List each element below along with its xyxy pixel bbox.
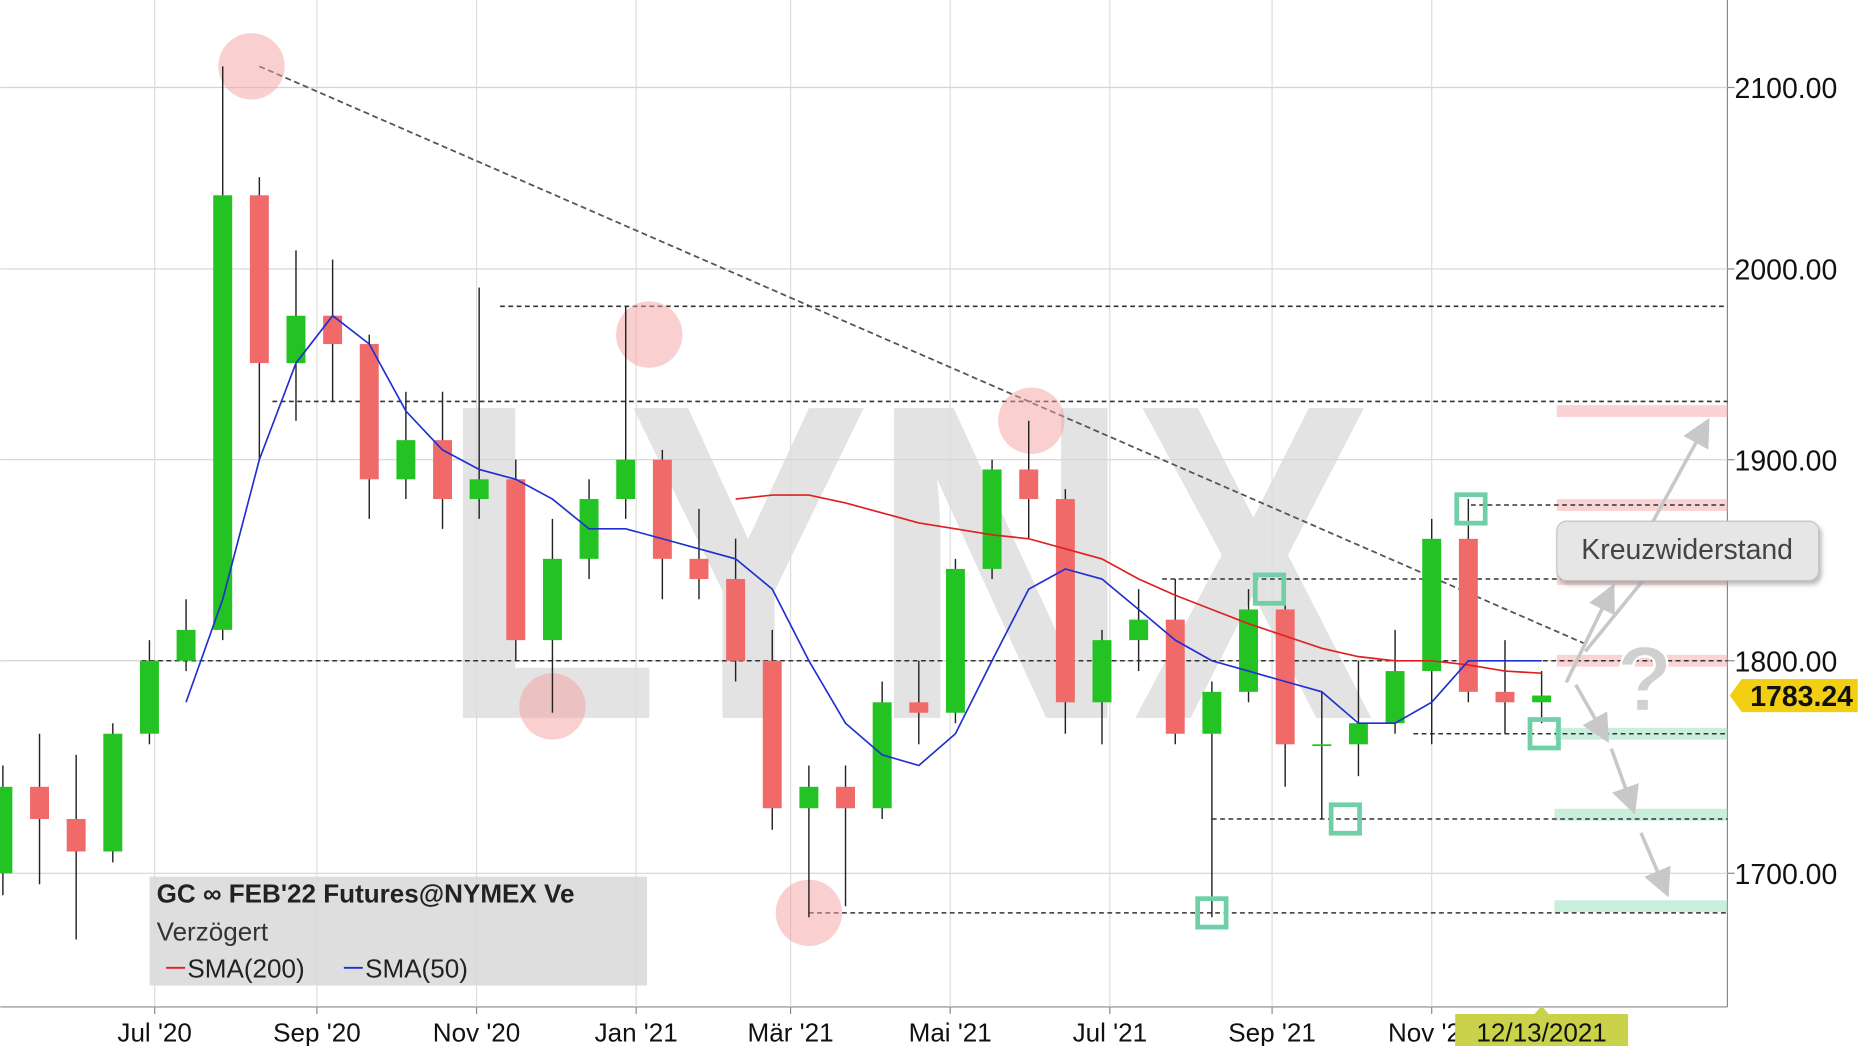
candle-body <box>1422 538 1442 672</box>
watermark: LYNX <box>439 312 1377 814</box>
candle-body <box>1092 640 1112 703</box>
legend-label: SMA(200) <box>187 953 304 983</box>
highlight-square <box>1454 492 1488 526</box>
cursor-pointer <box>1534 1005 1549 1015</box>
grid-layer <box>0 0 1735 1015</box>
arrow <box>1564 583 1615 684</box>
x-tick-label: Nov '20 <box>433 1017 521 1046</box>
candle-body <box>836 786 856 809</box>
x-tick-label: Jan '21 <box>595 1017 678 1046</box>
candle-body <box>359 344 379 480</box>
cursor-label: 12/13/2021 <box>1476 1017 1606 1046</box>
question-mark: ? <box>1616 627 1672 731</box>
candle-body <box>1165 619 1185 734</box>
y-tick-label: 2000.00 <box>1735 255 1838 287</box>
candle-body <box>1129 619 1149 641</box>
candle-body <box>1019 469 1039 500</box>
candle-body <box>286 315 306 364</box>
candle-body <box>433 440 453 500</box>
y-tick-label: 1800.00 <box>1735 646 1838 678</box>
candle-body <box>1495 691 1515 703</box>
candle-body <box>469 479 489 500</box>
y-tick-label: 1900.00 <box>1735 445 1838 477</box>
resistance-zone <box>1556 499 1728 511</box>
highlight-square <box>1527 717 1561 751</box>
candle-body <box>139 660 159 734</box>
candle-body <box>1055 499 1075 703</box>
price-tag-label: 1783.24 <box>1750 681 1853 713</box>
x-tick-label: Sep '21 <box>1228 1017 1316 1046</box>
price-tag <box>1729 678 1858 713</box>
candle-body <box>1239 609 1259 692</box>
candle-body <box>30 786 50 820</box>
candle-body <box>249 195 269 364</box>
callout-box <box>1556 520 1820 582</box>
callout-pointer <box>1583 574 1649 653</box>
arrow <box>1609 748 1639 815</box>
candle-body <box>652 459 672 559</box>
candle-body <box>0 786 13 874</box>
candle-body <box>66 819 86 852</box>
candle-body <box>689 558 709 580</box>
axis-layer: GC ∞ FEB'22 Futures@NYMEX Ve Verzögert 1… <box>117 73 1858 1046</box>
resistance-zone <box>1556 405 1728 417</box>
highlight-circle <box>218 33 285 100</box>
candle-body <box>909 702 929 713</box>
candle-body <box>176 629 196 661</box>
candle-body <box>1458 538 1478 692</box>
y-tick-label: 1700.00 <box>1735 859 1838 891</box>
candle-body <box>542 558 562 641</box>
candle-body <box>762 660 782 809</box>
resistance-zone <box>1556 654 1728 667</box>
x-tick-label: Mai '21 <box>909 1017 992 1046</box>
candle-body <box>1348 723 1368 745</box>
x-tick-label: Jul '21 <box>1073 1017 1147 1046</box>
marker-layer: Kreuzwiderstand ? <box>1195 417 1820 930</box>
candle-body <box>945 568 965 713</box>
x-tick-label: Mär '21 <box>748 1017 834 1046</box>
highlight-square <box>1195 896 1229 930</box>
candle-body <box>1532 695 1552 703</box>
x-tick-label: Sep '20 <box>273 1017 361 1046</box>
highlight-circle <box>998 387 1065 454</box>
trendline <box>258 65 1587 646</box>
candle-body <box>1312 744 1332 747</box>
candle-body <box>1275 609 1295 745</box>
candle-body <box>396 440 416 480</box>
highlight-square <box>1328 802 1362 836</box>
sma-line <box>735 494 1542 675</box>
legend-label: SMA(50) <box>365 953 468 983</box>
background-layer: LYNX <box>439 312 1377 814</box>
support-zone <box>1554 808 1728 821</box>
cursor-label-box <box>1455 1014 1629 1046</box>
legend-subtitle: Verzögert <box>157 917 269 947</box>
candle-body <box>1202 691 1222 734</box>
sma-line <box>185 314 1542 767</box>
x-tick-label: Jul '20 <box>117 1017 191 1046</box>
candle-body <box>799 786 819 809</box>
candle-body <box>1385 671 1405 724</box>
candle-body <box>213 195 233 630</box>
support-zone <box>1554 900 1728 913</box>
candle-body <box>103 733 123 852</box>
data-layer <box>0 33 1552 947</box>
callout-text: Kreuzwiderstand <box>1581 534 1793 566</box>
y-tick-label: 2100.00 <box>1735 73 1838 105</box>
candle-body <box>506 479 526 641</box>
arrow <box>1574 683 1609 743</box>
highlight-circle <box>616 301 683 368</box>
legend-title: GC ∞ FEB'22 Futures@NYMEX Ve <box>157 879 575 909</box>
arrow <box>1639 832 1671 898</box>
legend-box <box>149 876 648 986</box>
candle-body <box>616 459 636 500</box>
candle-body <box>982 469 1002 569</box>
highlight-square <box>1252 572 1287 606</box>
candle-body <box>726 579 746 661</box>
